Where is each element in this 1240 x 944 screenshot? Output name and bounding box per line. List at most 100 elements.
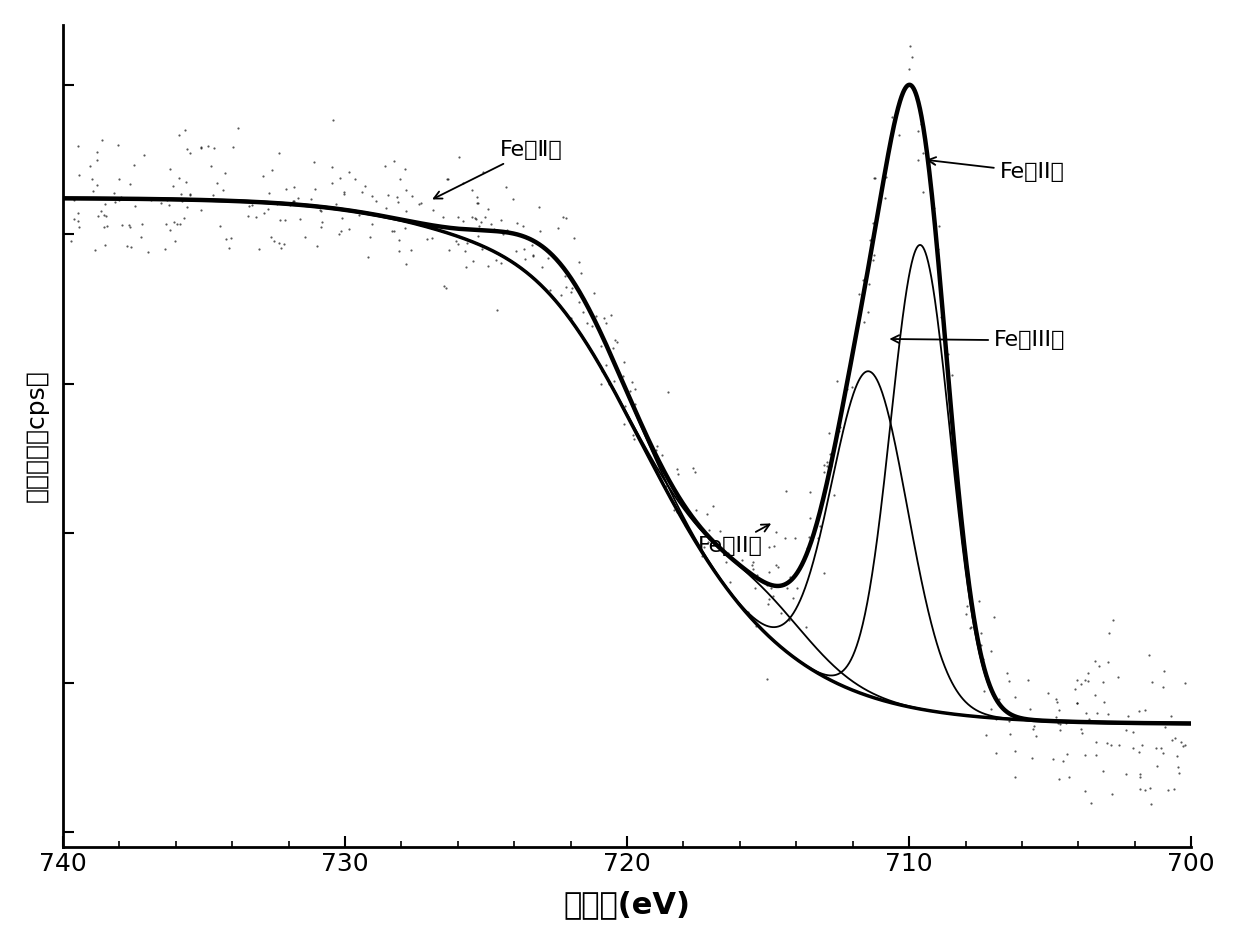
Point — [743, 561, 763, 576]
Point — [177, 199, 197, 214]
Point — [866, 171, 885, 186]
Point — [779, 613, 799, 628]
Point — [467, 189, 487, 204]
Point — [557, 211, 577, 226]
Point — [397, 203, 417, 218]
Point — [384, 224, 404, 239]
Point — [815, 458, 835, 473]
Point — [764, 538, 784, 553]
Point — [1161, 709, 1180, 724]
Point — [647, 438, 667, 453]
Point — [522, 238, 542, 253]
Point — [823, 487, 843, 502]
Point — [284, 194, 304, 209]
Y-axis label: 绝对强度（cps）: 绝对强度（cps） — [25, 370, 50, 502]
Point — [1023, 721, 1043, 736]
Point — [799, 530, 818, 545]
Point — [625, 381, 645, 396]
Point — [486, 252, 506, 267]
Point — [975, 683, 994, 699]
Point — [165, 234, 185, 249]
Point — [1171, 734, 1190, 750]
Point — [358, 249, 378, 264]
Point — [1053, 753, 1073, 768]
Point — [759, 592, 779, 607]
Point — [218, 241, 238, 256]
Point — [875, 191, 895, 206]
Point — [582, 318, 601, 333]
Point — [439, 243, 459, 258]
Point — [1099, 626, 1118, 641]
Point — [853, 273, 873, 288]
Point — [515, 252, 534, 267]
Point — [957, 598, 977, 614]
Point — [911, 116, 931, 131]
Point — [863, 253, 883, 268]
Point — [1047, 710, 1066, 725]
Point — [572, 265, 591, 280]
Point — [715, 554, 735, 569]
Point — [464, 254, 484, 269]
Point — [842, 379, 862, 395]
Point — [1154, 719, 1174, 734]
Point — [538, 251, 558, 266]
Point — [817, 455, 837, 470]
Point — [646, 443, 666, 458]
Point — [815, 565, 835, 581]
Point — [1006, 744, 1025, 759]
Point — [471, 214, 491, 229]
Point — [203, 187, 223, 202]
Point — [1117, 709, 1137, 724]
Point — [676, 517, 696, 532]
Point — [929, 218, 949, 233]
Point — [699, 531, 719, 547]
Point — [1173, 738, 1193, 753]
Point — [387, 190, 407, 205]
Point — [170, 216, 190, 231]
Point — [131, 229, 151, 244]
Point — [366, 194, 386, 209]
Point — [1006, 690, 1025, 705]
Point — [838, 371, 858, 386]
Point — [335, 184, 355, 199]
Point — [800, 511, 820, 526]
Point — [1140, 781, 1159, 796]
Point — [215, 165, 234, 180]
Point — [614, 416, 634, 431]
Point — [280, 197, 300, 212]
Point — [449, 150, 469, 165]
Point — [438, 172, 458, 187]
Point — [119, 217, 139, 232]
Point — [1153, 680, 1173, 695]
Point — [960, 588, 980, 603]
Point — [436, 280, 456, 295]
Point — [797, 540, 817, 555]
Point — [332, 211, 352, 226]
Point — [388, 195, 408, 211]
Point — [82, 172, 102, 187]
Point — [821, 459, 841, 474]
Point — [771, 606, 791, 621]
Point — [83, 183, 103, 198]
Point — [594, 311, 614, 326]
Point — [436, 171, 456, 186]
Point — [1146, 741, 1166, 756]
Point — [758, 672, 777, 687]
Point — [745, 618, 765, 633]
Point — [167, 216, 187, 231]
Point — [852, 294, 872, 309]
Point — [305, 181, 325, 196]
Point — [68, 213, 88, 228]
Point — [908, 124, 928, 139]
Point — [484, 221, 503, 236]
Point — [1176, 676, 1195, 691]
Point — [1049, 771, 1069, 786]
Point — [491, 212, 511, 228]
Point — [1107, 669, 1127, 684]
Point — [274, 236, 294, 251]
Point — [175, 123, 195, 138]
Point — [497, 223, 517, 238]
Point — [1081, 795, 1101, 810]
Point — [981, 701, 1001, 716]
Point — [626, 405, 646, 420]
